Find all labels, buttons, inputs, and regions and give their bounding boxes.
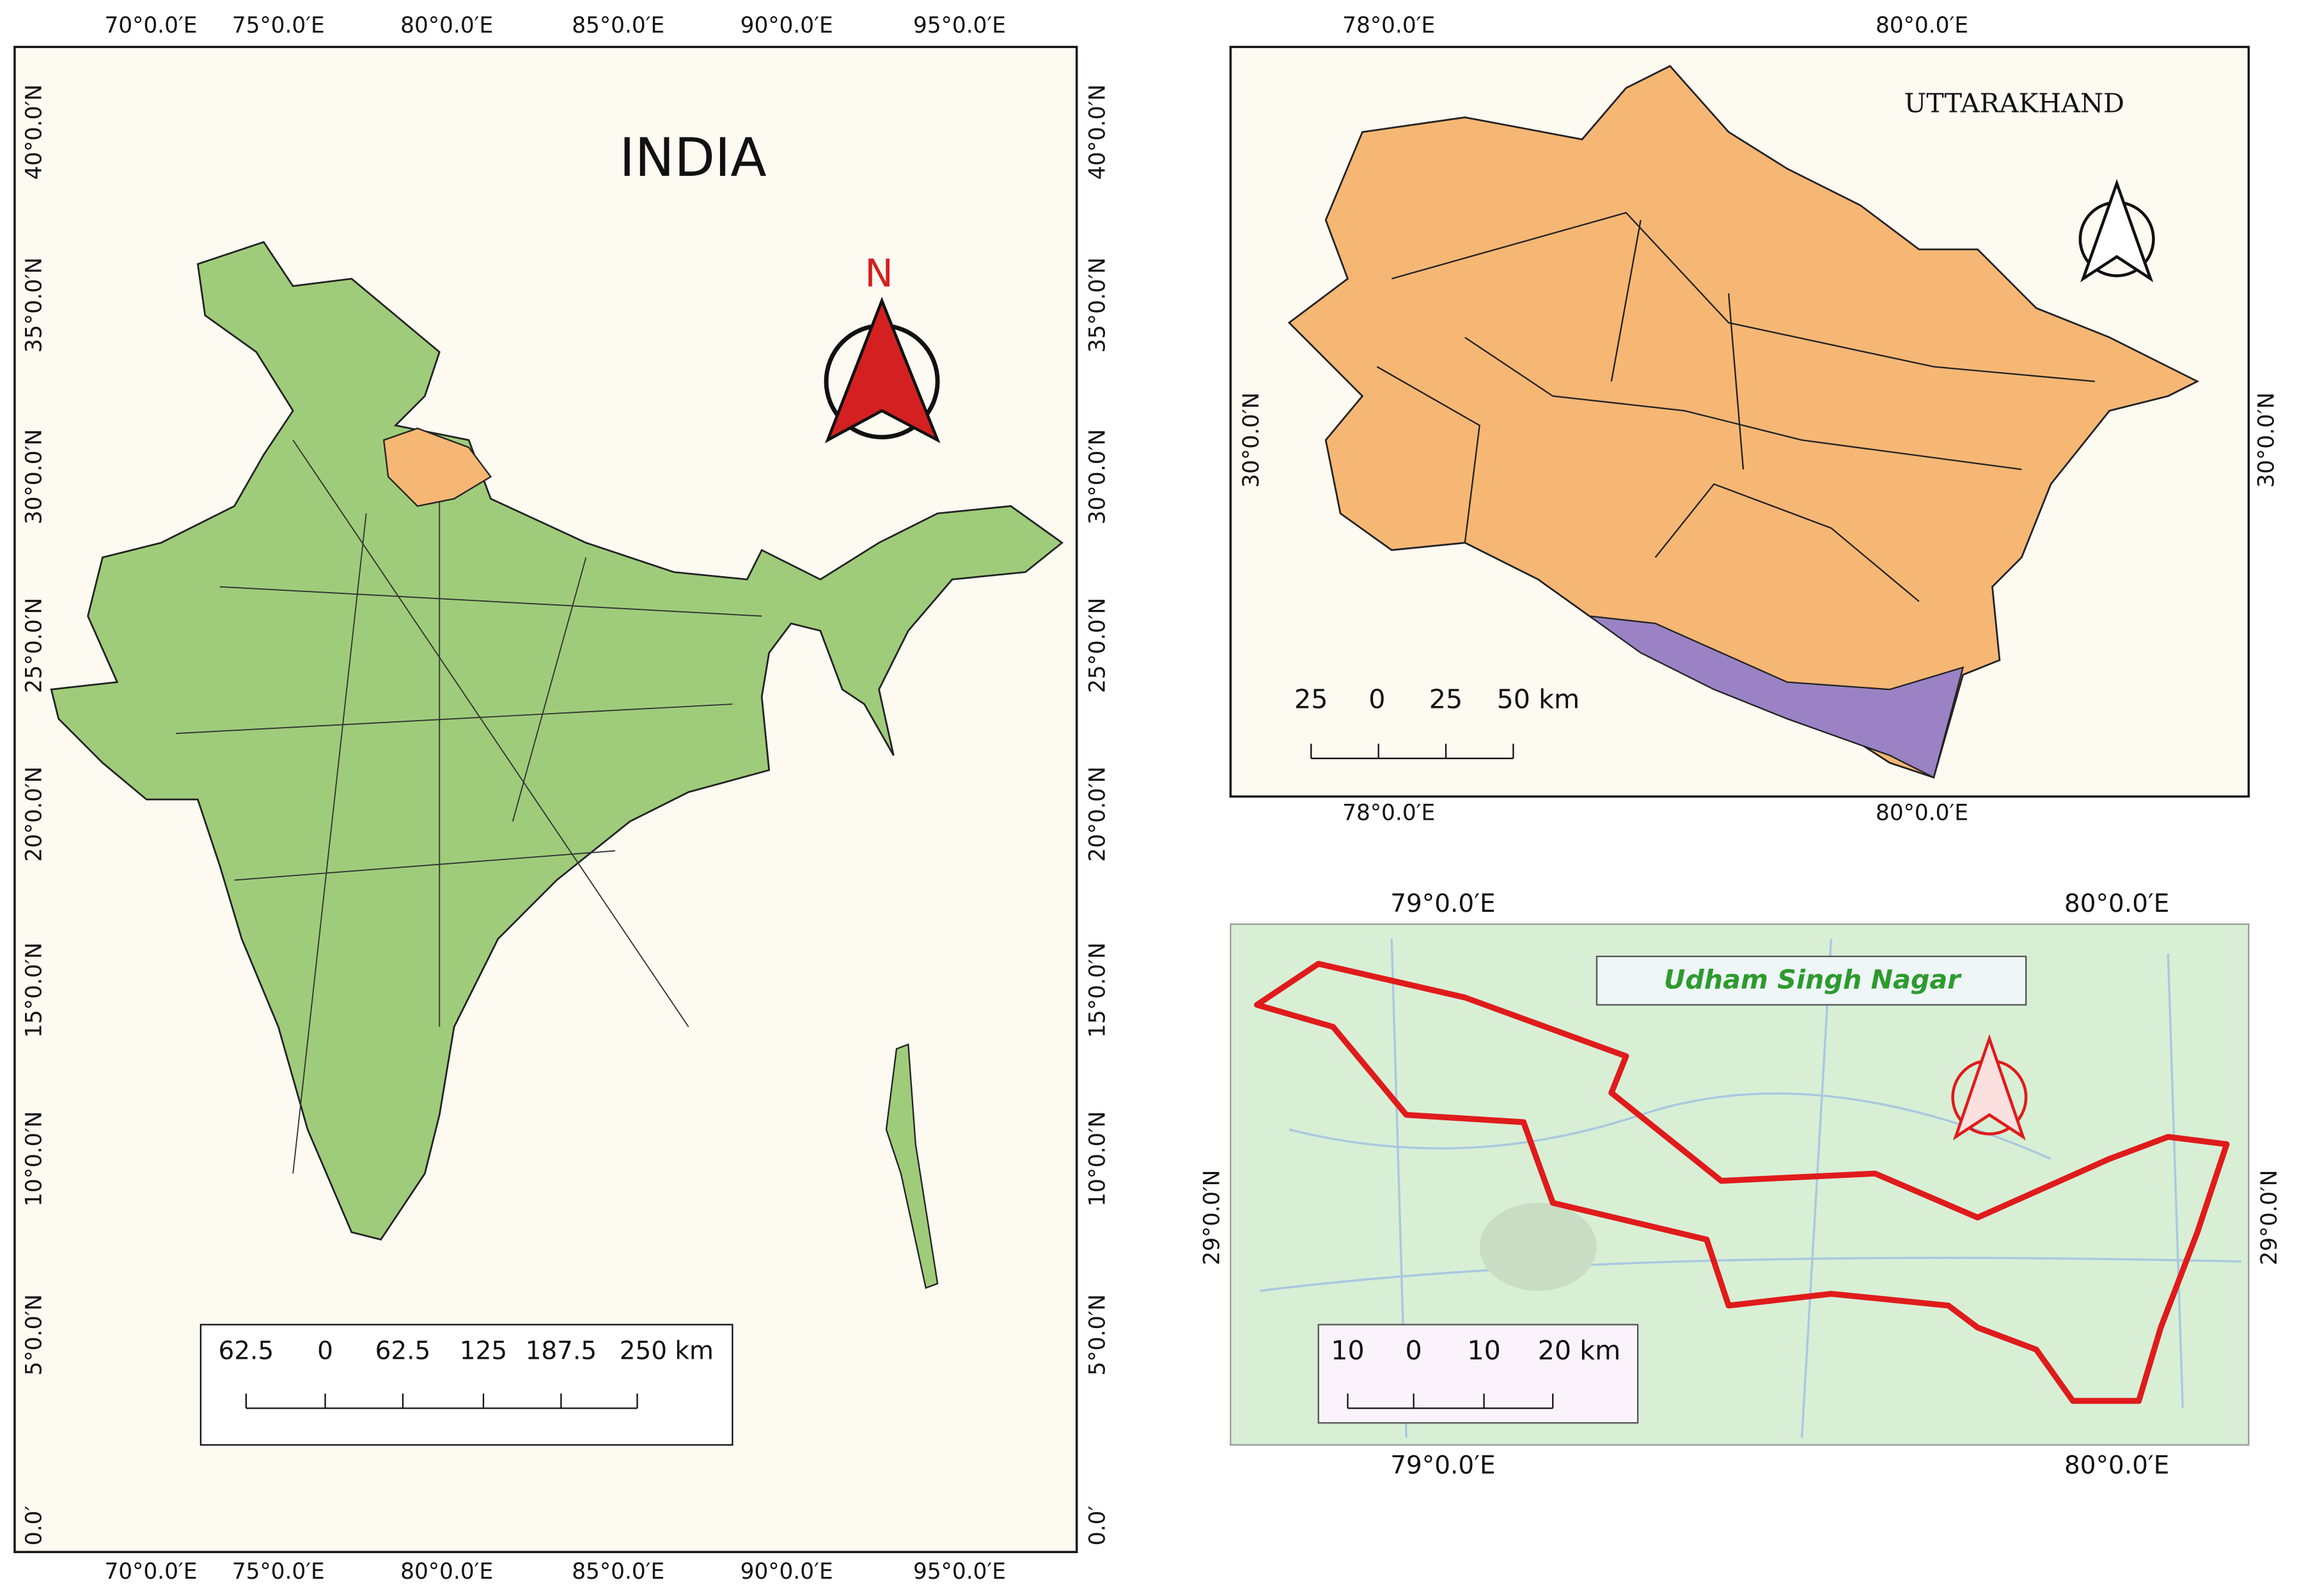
map-background-area (1479, 1203, 1597, 1291)
scale-label: 0 (317, 1337, 333, 1366)
scale-label: 125 (460, 1337, 507, 1366)
right-coordinate-label: 25°0.0′N (1085, 598, 1111, 693)
bottom-coordinate-label: 85°0.0′E (572, 1559, 664, 1584)
bottom-coordinate-label: 95°0.0′E (913, 1559, 1006, 1584)
right-coordinate-label: 20°0.0′N (1085, 767, 1111, 862)
scale-label: 25 (1429, 684, 1462, 715)
scale-label: 25 (1294, 684, 1328, 715)
bottom-coordinate-label: 70°0.0′E (104, 1559, 197, 1584)
north-arrow-small (2078, 178, 2155, 283)
left-coordinate-label: 10°0.0′N (21, 1111, 47, 1207)
bottom-coordinate-label: 79°0.0′E (1390, 1451, 1495, 1480)
india-scale-bar (245, 1393, 638, 1409)
udham-scale-box (1317, 1324, 1639, 1424)
top-coordinate-label: 85°0.0′E (572, 13, 664, 38)
islands (885, 1043, 939, 1289)
left-coordinate-label: 15°0.0′N (21, 943, 47, 1038)
left-coordinate-label: 25°0.0′N (21, 598, 47, 693)
north-label: N (865, 252, 893, 296)
left-coordinate-label: 20°0.0′N (21, 767, 47, 862)
top-coordinate-label: 95°0.0′E (913, 13, 1006, 38)
left-coordinate-label: 40°0.0′N (21, 84, 47, 180)
bottom-coordinate-label: 78°0.0′E (1342, 801, 1435, 826)
left-coordinate-label: 5°0.0′N (21, 1294, 47, 1375)
top-coordinate-label: 90°0.0′E (741, 13, 833, 38)
left-coordinate-label: 0.0′ (21, 1506, 47, 1546)
right-coordinate-label: 30°0.0′N (2254, 393, 2280, 488)
india-map (50, 240, 1064, 1241)
left-coordinate-label: 30°0.0′N (21, 429, 47, 524)
india-scale-box (200, 1324, 733, 1446)
uttarakhand-title: UTTARAKHAND (1904, 88, 2124, 119)
top-coordinate-label: 78°0.0′E (1342, 13, 1435, 38)
udham-title: Udham Singh Nagar (1664, 964, 1962, 995)
bottom-coordinate-label: 90°0.0′E (741, 1559, 833, 1584)
top-coordinate-label: 80°0.0′E (1876, 13, 1968, 38)
right-coordinate-label: 5°0.0′N (1085, 1294, 1111, 1375)
top-coordinate-label: 79°0.0′E (1390, 889, 1495, 918)
udham-title-box (1595, 955, 2027, 1006)
bottom-coordinate-label: 80°0.0′E (1876, 801, 1968, 826)
bottom-coordinate-label: 75°0.0′E (232, 1559, 325, 1584)
scale-label: 187.5 (526, 1337, 597, 1366)
scale-label: 0 (1406, 1335, 1422, 1366)
udham-singh-nagar-highlight (1587, 614, 1964, 779)
north-arrow (824, 297, 941, 444)
right-coordinate-label: 0.0′ (1085, 1506, 1111, 1546)
right-coordinate-label: 30°0.0′N (1085, 429, 1111, 524)
scale-label: 10 (1331, 1335, 1364, 1366)
bottom-coordinate-label: 80°0.0′E (400, 1559, 493, 1584)
scale-label: 250 km (620, 1337, 714, 1366)
right-coordinate-label: 10°0.0′N (1085, 1111, 1111, 1207)
uttarakhand-scale-bar (1310, 744, 1514, 760)
top-coordinate-label: 70°0.0′E (104, 13, 197, 38)
top-coordinate-label: 80°0.0′E (400, 13, 493, 38)
scale-label: 20 km (1538, 1335, 1621, 1366)
uttarakhand-highlight (382, 427, 492, 507)
left-coordinate-label: 30°0.0′N (1239, 393, 1264, 488)
north-arrow-red (1951, 1034, 2028, 1141)
right-coordinate-label: 15°0.0′N (1085, 943, 1111, 1038)
right-coordinate-label: 40°0.0′N (1085, 84, 1111, 180)
district-lines (1376, 212, 2095, 602)
udham-scale-bar (1347, 1393, 1554, 1409)
scale-label: 10 (1467, 1335, 1500, 1366)
bottom-coordinate-label: 80°0.0′E (2064, 1451, 2169, 1480)
top-coordinate-label: 80°0.0′E (2064, 889, 2169, 918)
scale-label: 50 km (1497, 684, 1580, 715)
top-coordinate-label: 75°0.0′E (232, 13, 325, 38)
district-lines (175, 439, 762, 1174)
right-coordinate-label: 35°0.0′N (1085, 258, 1111, 353)
scale-label: 0 (1368, 684, 1385, 715)
left-coordinate-label: 35°0.0′N (21, 258, 47, 353)
left-coordinate-label: 29°0.0′N (1199, 1170, 1225, 1265)
udham-boundary (1253, 960, 2230, 1404)
scale-label: 62.5 (375, 1337, 431, 1366)
scale-label: 62.5 (218, 1337, 274, 1366)
india-title: INDIA (619, 127, 766, 189)
right-coordinate-label: 29°0.0′N (2257, 1170, 2282, 1265)
